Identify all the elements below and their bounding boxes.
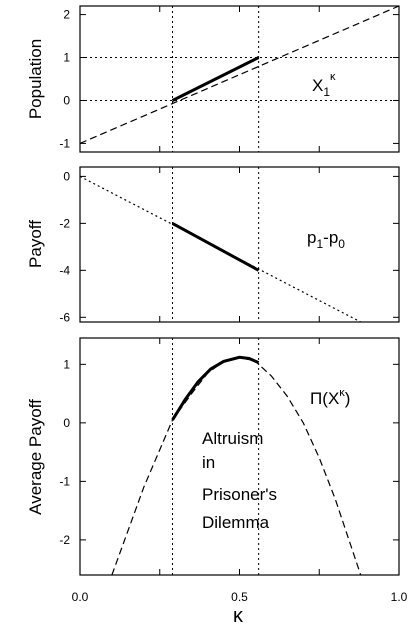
ytick-label-0-1: 0: [63, 93, 70, 107]
series-line-0-0: [79, 5, 400, 144]
ytick-label-2-1: 0: [63, 416, 70, 430]
ytick-label-1-3: -6: [59, 310, 70, 324]
ytick-label-1-1: -2: [59, 216, 70, 230]
ytick-label-0-3: 2: [63, 8, 70, 22]
ytick-label-1-0: 0: [63, 169, 70, 183]
xtick-label-0: 0.0: [72, 590, 89, 604]
ytick-label-0-2: 1: [63, 51, 70, 65]
ylabel-payoff: Payoff: [26, 220, 45, 268]
annotation-line-2: in: [202, 453, 215, 472]
ylabel-average-payoff: Average Payoff: [26, 399, 45, 515]
xlabel-kappa: κ: [233, 605, 244, 627]
panel-population-frame: [79, 5, 400, 153]
panel-average-payoff-frame: [79, 337, 400, 576]
xtick-label-2: 1.0: [391, 590, 408, 604]
series-line-2-1: [171, 355, 260, 421]
ytick-label-2-0: 1: [63, 357, 70, 371]
ytick-label-0-0: -1: [59, 136, 70, 150]
series-label-average-payoff: Π(Xκ): [310, 387, 350, 408]
ytick-label-1-2: -4: [59, 263, 70, 277]
annotation-line-3: Prisoner's: [202, 485, 277, 504]
series-line-1-1: [171, 222, 260, 272]
series-line-0-1: [171, 56, 260, 102]
ylabel-population: Population: [26, 39, 45, 119]
panel-payoff-frame: [79, 166, 400, 323]
xtick-label-1: 0.5: [231, 590, 248, 604]
ytick-label-2-3: -2: [59, 533, 70, 547]
series-label-population: X1κ: [312, 71, 336, 99]
annotation-line-1: Altruism: [202, 429, 263, 448]
annotation-line-4: Dilemma: [202, 513, 270, 532]
series-label-payoff: p1-p0: [307, 228, 345, 251]
ytick-label-2-2: -1: [59, 474, 70, 488]
